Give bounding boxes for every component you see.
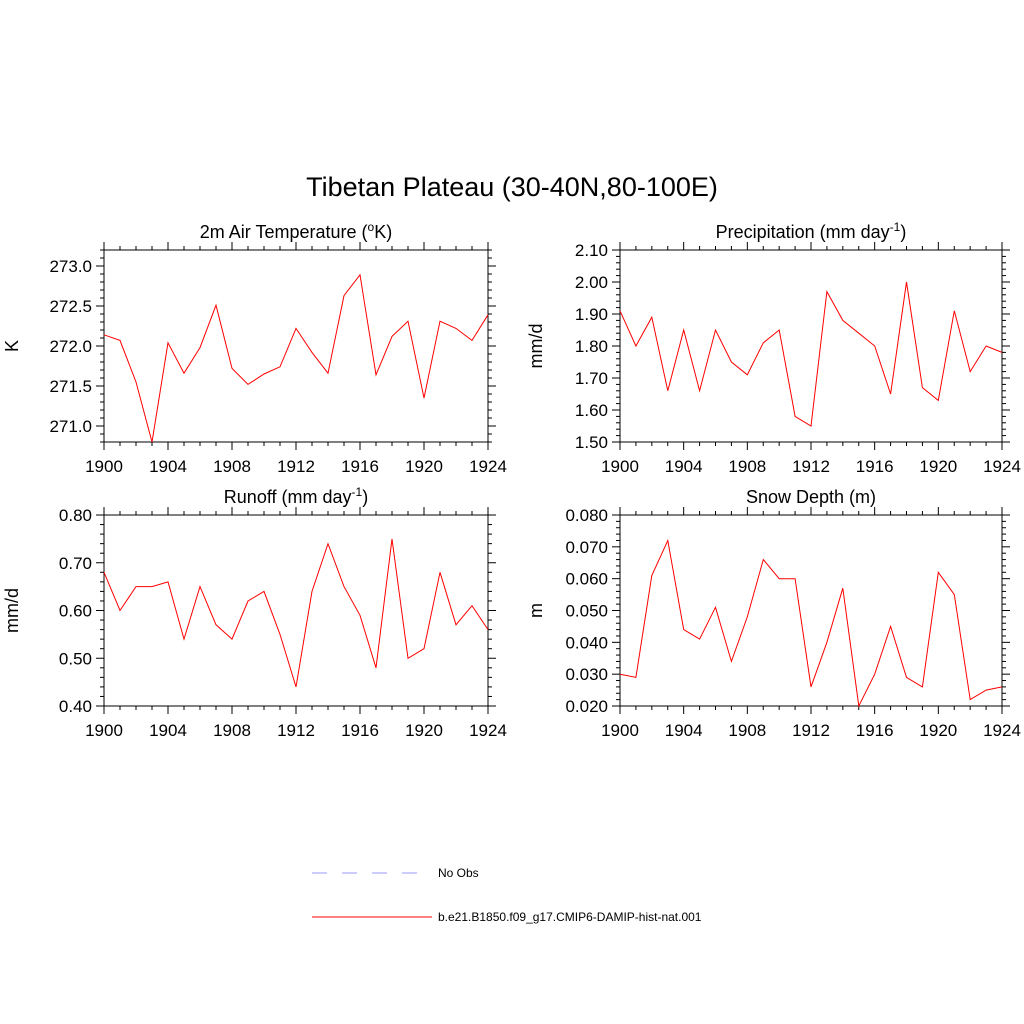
- panel-title: 2m Air Temperature (oK): [200, 220, 392, 242]
- panel-title: Precipitation (mm day-1): [716, 220, 907, 242]
- y-tick-label: 0.60: [59, 602, 92, 621]
- x-tick-label: 1904: [665, 457, 703, 476]
- x-tick-label: 1912: [277, 457, 315, 476]
- y-tick-label: 1.70: [575, 369, 608, 388]
- y-tick-label: 2.10: [575, 241, 608, 260]
- panel-title: Snow Depth (m): [746, 487, 876, 507]
- x-tick-label: 1916: [856, 721, 894, 740]
- x-tick-label: 1920: [405, 721, 443, 740]
- x-tick-label: 1912: [277, 721, 315, 740]
- panel-4: 1900 1904 1908 1912 1916 1920 1924 0.020 0.030 0.…: [526, 487, 1021, 740]
- x-tick-label: 1920: [919, 721, 957, 740]
- x-tick-label: 1904: [149, 721, 187, 740]
- x-tick-label: 1904: [665, 721, 703, 740]
- x-tick-label: 1916: [341, 457, 379, 476]
- panel-title-text: Precipitation (mm day: [716, 222, 890, 242]
- x-tick-label: 1924: [469, 457, 507, 476]
- y-tick-label: 271.5: [49, 377, 92, 396]
- x-tick-label: 1908: [728, 721, 766, 740]
- y-tick-label: 0.020: [565, 697, 608, 716]
- x-tick-label: 1900: [85, 721, 123, 740]
- plot-frame: [619, 514, 1003, 707]
- panel-title-suffix: ): [900, 222, 906, 242]
- y-tick-label: 0.050: [565, 602, 608, 621]
- x-tick-label: 1908: [213, 721, 251, 740]
- panel-title: Runoff (mm day-1): [224, 485, 368, 507]
- x-tick-label: 1900: [601, 721, 639, 740]
- x-tick-label: 1900: [85, 457, 123, 476]
- x-tick-label: 1904: [149, 457, 187, 476]
- y-tick-label: 0.40: [59, 697, 92, 716]
- x-tick-label: 1924: [983, 457, 1021, 476]
- figure-title: Tibetan Plateau (30-40N,80-100E): [306, 172, 718, 202]
- legend-label-1: No Obs: [438, 866, 479, 880]
- y-tick-label: 0.040: [565, 633, 608, 652]
- x-tick-label: 1920: [405, 457, 443, 476]
- x-tick-label: 1920: [919, 457, 957, 476]
- x-tick-label: 1908: [728, 457, 766, 476]
- series-line-1: [103, 538, 489, 688]
- panel-title-text: 2m Air Temperature (: [200, 222, 368, 242]
- y-tick-label: 1.80: [575, 337, 608, 356]
- y-tick-label: 0.080: [565, 506, 608, 525]
- y-tick-label: 0.80: [59, 506, 92, 525]
- panel-1: 1900 1904 1908 1912 1916 1920 1924 271.0 271.5 27…: [2, 220, 507, 476]
- y-tick-label: 271.0: [49, 417, 92, 436]
- series-line-1: [103, 273, 489, 443]
- y-tick-label: 0.50: [59, 649, 92, 668]
- panel-title-superscript: -1: [890, 220, 901, 234]
- y-tick-label: 0.030: [565, 665, 608, 684]
- panel-title-suffix: K): [374, 222, 392, 242]
- x-tick-label: 1912: [792, 721, 830, 740]
- panel-title-superscript: -1: [352, 485, 363, 499]
- x-tick-label: 1916: [856, 457, 894, 476]
- y-tick-label: 0.060: [565, 570, 608, 589]
- y-tick-label: 1.60: [575, 401, 608, 420]
- panel-title-suffix: ): [362, 487, 368, 507]
- plot-frame: [619, 249, 1003, 443]
- y-tick-label: 273.0: [49, 257, 92, 276]
- panel-3: 1900 1904 1908 1912 1916 1920 1924 0.40 0.50 0.60…: [2, 485, 507, 740]
- plot-frame: [103, 514, 489, 707]
- legend: No Obs b.e21.B1850.f09_g17.CMIP6-DAMIP-hi…: [312, 866, 702, 924]
- x-tick-label: 1924: [983, 721, 1021, 740]
- y-tick-label: 0.070: [565, 538, 608, 557]
- panel-2: 1900 1904 1908 1912 1916 1920 1924 1.50 1.60 1.70…: [526, 220, 1021, 476]
- panel-title-superscript: o: [368, 220, 375, 234]
- y-axis-label: mm/d: [2, 588, 22, 633]
- x-tick-label: 1916: [341, 721, 379, 740]
- y-tick-label: 1.90: [575, 305, 608, 324]
- y-tick-label: 1.50: [575, 433, 608, 452]
- y-tick-label: 272.5: [49, 297, 92, 316]
- y-tick-label: 2.00: [575, 273, 608, 292]
- legend-label-2: b.e21.B1850.f09_g17.CMIP6-DAMIP-hist-nat…: [438, 910, 702, 924]
- y-axis-label: m: [526, 603, 546, 618]
- panels: 1900 1904 1908 1912 1916 1920 1924 271.0 271.5 27…: [2, 220, 1021, 740]
- x-tick-label: 1924: [469, 721, 507, 740]
- plot-frame: [103, 249, 489, 443]
- x-tick-label: 1908: [213, 457, 251, 476]
- y-tick-label: 272.0: [49, 337, 92, 356]
- panel-title-text: Runoff (mm day: [224, 487, 352, 507]
- x-tick-label: 1900: [601, 457, 639, 476]
- series-line-1: [619, 538, 1003, 708]
- y-tick-label: 0.70: [59, 554, 92, 573]
- y-axis-label: mm/d: [526, 324, 546, 369]
- y-axis-label: K: [2, 340, 22, 352]
- series-line-1: [619, 281, 1003, 427]
- panel-title-text: Snow Depth (m): [746, 487, 876, 507]
- x-tick-label: 1912: [792, 457, 830, 476]
